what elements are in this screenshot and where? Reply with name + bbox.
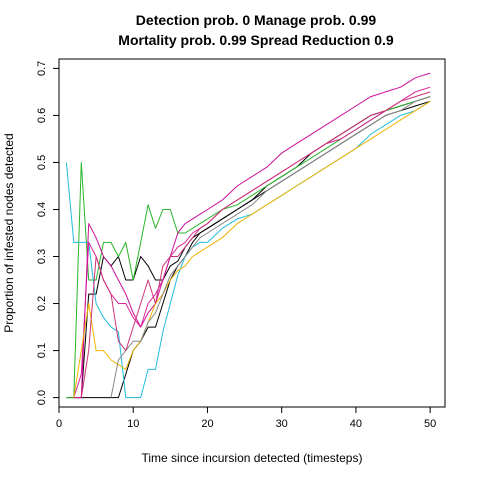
- x-tick-label: 50: [424, 418, 436, 430]
- y-tick-label: 0.4: [36, 202, 48, 217]
- series-line-5: [74, 87, 430, 397]
- series-line-9: [81, 92, 430, 398]
- x-tick-label: 20: [201, 418, 213, 430]
- x-axis: 0 10 20 30 40 50: [56, 407, 436, 430]
- y-tick-label: 0.6: [36, 108, 48, 123]
- x-axis-label: Time since incursion detected (timesteps…: [142, 451, 363, 465]
- chart-title-line-1: Detection prob. 0 Manage prob. 0.99: [136, 12, 377, 28]
- series-layer: [66, 73, 430, 398]
- chart-title: Detection prob. 0 Manage prob. 0.99 Mort…: [118, 12, 394, 48]
- x-tick-label: 30: [276, 418, 288, 430]
- y-tick-label: 0.1: [36, 343, 48, 358]
- x-tick-label: 10: [127, 418, 139, 430]
- y-axis-label: Proportion of infested nodes detected: [2, 133, 16, 332]
- x-tick-label: 0: [56, 418, 62, 430]
- y-axis: 0.0 0.1 0.2 0.3 0.4 0.5 0.6 0.7: [36, 61, 59, 405]
- y-tick-label: 0.7: [36, 61, 48, 76]
- x-tick-label: 40: [350, 418, 362, 430]
- plot-area-frame: [59, 59, 445, 407]
- y-tick-label: 0.3: [36, 249, 48, 264]
- series-line-2: [81, 97, 430, 398]
- y-tick-label: 0.0: [36, 390, 48, 405]
- series-line-4: [66, 101, 430, 397]
- y-tick-label: 0.5: [36, 155, 48, 170]
- chart-title-line-2: Mortality prob. 0.99 Spread Reduction 0.…: [118, 32, 394, 48]
- y-tick-label: 0.2: [36, 296, 48, 311]
